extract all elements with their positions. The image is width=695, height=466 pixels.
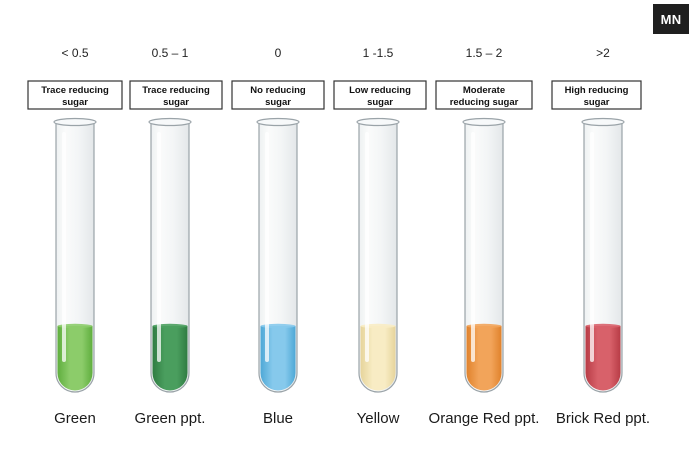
sugar-label-line2: sugar	[163, 97, 189, 108]
test-tube-outline	[358, 122, 398, 393]
range-label: 0	[275, 46, 282, 60]
range-label: < 0.5	[61, 46, 88, 60]
color-name-label: Brick Red ppt.	[556, 410, 650, 427]
sugar-label-box	[551, 80, 642, 110]
tube-liquid	[585, 326, 621, 391]
tube-rim	[53, 117, 97, 127]
range-label: 0.5 – 1	[152, 46, 189, 60]
sugar-label-line1: Moderate	[463, 85, 505, 96]
glass-highlight	[590, 132, 594, 362]
tube-liquid	[57, 326, 93, 391]
test-tube-outline	[55, 122, 95, 393]
tube-liquid	[466, 326, 502, 391]
sugar-label-line1: Trace reducing	[142, 85, 210, 96]
test-tube-outline	[258, 122, 298, 393]
sugar-label-line1: Low reducing	[349, 85, 411, 96]
liquid-surface	[260, 323, 296, 329]
tube-rim	[462, 117, 506, 127]
tube-rim	[256, 117, 300, 127]
glass-highlight	[62, 132, 66, 362]
color-name-label: Orange Red ppt.	[429, 410, 540, 427]
test-tube-outline	[464, 122, 504, 393]
sugar-label-line2: sugar	[367, 97, 393, 108]
glass-highlight	[265, 132, 269, 362]
test-tube-outline	[150, 122, 190, 393]
range-label: 1.5 – 2	[466, 46, 503, 60]
sugar-label-box	[435, 80, 533, 110]
sugar-label-box	[333, 80, 427, 110]
liquid-surface	[57, 323, 93, 329]
sugar-label-line1: Trace reducing	[41, 85, 109, 96]
sugar-label-line2: reducing sugar	[450, 97, 519, 108]
color-name-label: Yellow	[357, 410, 400, 427]
sugar-label-line2: sugar	[265, 97, 291, 108]
liquid-surface	[585, 323, 621, 329]
liquid-surface	[152, 323, 188, 329]
color-name-label: Green	[54, 410, 96, 427]
sugar-label-line1: No reducing	[250, 85, 306, 96]
color-name-label: Blue	[263, 410, 293, 427]
color-name-label: Green ppt.	[135, 410, 206, 427]
sugar-label-line2: sugar	[584, 97, 610, 108]
glass-highlight	[471, 132, 475, 362]
tube-liquid	[260, 326, 296, 391]
tube-rim	[356, 117, 400, 127]
tube-liquid	[152, 326, 188, 391]
tube-rim	[148, 117, 192, 127]
brand-badge: MN	[653, 4, 689, 34]
glass-highlight	[365, 132, 369, 362]
sugar-label-box	[129, 80, 223, 110]
test-tube-outline	[583, 122, 623, 393]
tube-liquid	[360, 326, 396, 391]
liquid-surface	[360, 323, 396, 329]
sugar-label-line1: High reducing	[565, 85, 629, 96]
liquid-surface	[466, 323, 502, 329]
glass-highlight	[157, 132, 161, 362]
sugar-label-box	[231, 80, 325, 110]
sugar-label-box	[27, 80, 123, 110]
range-label: 1 -1.5	[363, 46, 394, 60]
sugar-label-line2: sugar	[62, 97, 88, 108]
tube-rim	[581, 117, 625, 127]
range-label: >2	[596, 46, 610, 60]
